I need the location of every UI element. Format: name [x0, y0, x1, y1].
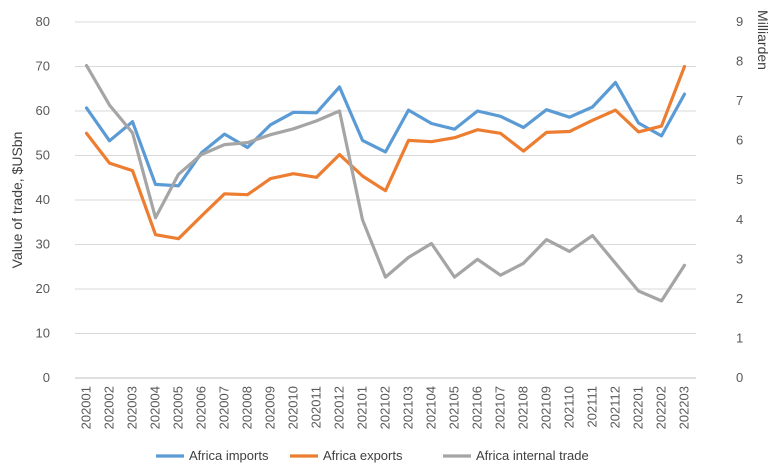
x-tick-label: 202203	[677, 386, 692, 429]
x-tick-label: 202106	[470, 386, 485, 429]
legend-label-0: Africa imports	[189, 448, 269, 463]
y-tick-label: 0	[43, 370, 50, 385]
legend-label-1: Africa exports	[323, 448, 403, 463]
y2-axis-title: Milliarden	[755, 10, 771, 70]
x-tick-label: 202112	[608, 386, 623, 428]
y2-tick-label: 1	[736, 330, 743, 345]
y2-tick-label: 8	[736, 54, 743, 69]
y2-tick-label: 7	[736, 93, 743, 108]
y2-tick-label: 6	[736, 133, 743, 148]
y2-tick-label: 0	[736, 370, 743, 385]
x-tick-label: 202102	[378, 386, 393, 429]
series-layer	[84, 63, 687, 303]
x-tick-label: 202011	[309, 386, 324, 428]
x-tick-label: 202002	[102, 386, 117, 429]
x-tick-label: 202107	[493, 386, 508, 429]
y-tick-label: 80	[36, 14, 50, 29]
x-tick-label: 202109	[539, 386, 554, 429]
left-axis: 0 10 20 30 40 50 60 70 80	[36, 14, 50, 385]
x-tick-label: 202103	[401, 386, 416, 429]
x-tick-label: 202111	[585, 386, 600, 427]
y-tick-label: 20	[36, 281, 50, 296]
series-line-2	[84, 63, 687, 303]
y-tick-label: 60	[36, 103, 50, 118]
y-tick-label: 70	[36, 59, 50, 74]
x-tick-label: 202012	[332, 386, 347, 429]
x-tick-label: 202105	[447, 386, 462, 429]
x-tick-label: 202202	[654, 386, 669, 429]
y-tick-label: 10	[36, 326, 50, 341]
series-line-1	[84, 64, 687, 241]
right-axis: 0 1 2 3 4 5 6 7 8 9	[736, 14, 743, 385]
y-axis-title: Value of trade, $USbn	[9, 132, 25, 269]
y2-tick-label: 2	[736, 291, 743, 306]
y2-tick-label: 4	[736, 212, 743, 227]
y2-tick-label: 5	[736, 172, 743, 187]
x-tick-label: 202010	[286, 386, 301, 429]
legend: Africa imports Africa exports Africa inter…	[156, 448, 589, 463]
y-tick-label: 50	[36, 148, 50, 163]
y2-tick-label: 3	[736, 251, 743, 266]
x-tick-label: 202108	[516, 386, 531, 429]
x-tick-label: 202201	[631, 386, 646, 429]
x-tick-label: 202003	[125, 386, 140, 429]
x-tick-label: 202006	[194, 386, 209, 429]
x-axis: 202001 202002 202003 202004 202005 202006 2020…	[79, 386, 692, 429]
series-line-0	[84, 80, 687, 188]
legend-label-2: Africa internal trade	[476, 448, 589, 463]
y2-tick-label: 9	[736, 14, 743, 29]
x-tick-label: 202004	[148, 386, 163, 429]
x-tick-label: 202009	[263, 386, 278, 429]
x-tick-label: 202007	[217, 386, 232, 429]
x-tick-label: 202008	[240, 386, 255, 429]
gridlines	[75, 21, 696, 379]
x-tick-label: 202101	[355, 386, 370, 429]
x-tick-label: 202110	[562, 386, 577, 428]
y-tick-label: 40	[36, 192, 50, 207]
x-tick-label: 202104	[424, 386, 439, 429]
y-tick-label: 30	[36, 237, 50, 252]
x-tick-label: 202001	[79, 386, 94, 429]
x-tick-label: 202005	[171, 386, 186, 429]
